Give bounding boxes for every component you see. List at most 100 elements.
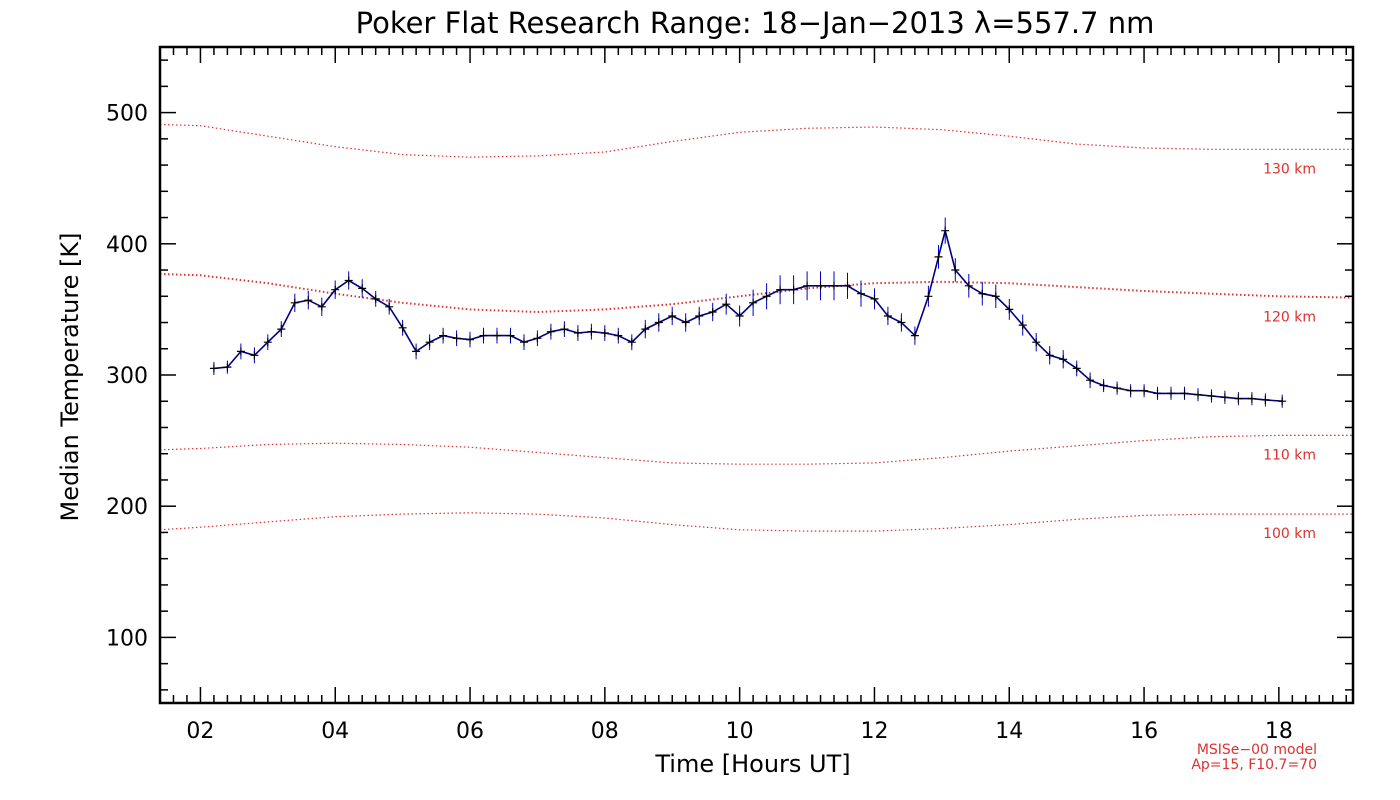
- model-note-line2: Ap=15, F10.7=70: [1191, 757, 1317, 773]
- data-point: [762, 292, 771, 301]
- data-point: [1153, 389, 1162, 398]
- data-point: [964, 281, 973, 290]
- data-point: [1234, 394, 1243, 403]
- data-point: [290, 298, 299, 307]
- x-tick-label: 04: [321, 719, 349, 744]
- data-point: [614, 331, 623, 340]
- model-curve-120-km: [159, 273, 1354, 314]
- data-point: [304, 296, 313, 305]
- model-curves: [159, 123, 1354, 532]
- data-point: [1194, 390, 1202, 399]
- data-point: [934, 252, 943, 261]
- data-point: [695, 312, 704, 320]
- data-point: [533, 334, 542, 343]
- data-point: [735, 312, 744, 320]
- data-point: [385, 302, 394, 311]
- data-point: [1278, 397, 1287, 406]
- data-point: [789, 285, 798, 294]
- y-tick-label: 200: [106, 495, 148, 520]
- altitude-label-130-km: 130 km: [1263, 161, 1316, 177]
- data-point: [1180, 389, 1189, 398]
- altitude-label-110-km: 110 km: [1263, 447, 1316, 463]
- data-point: [209, 364, 218, 373]
- data-point: [277, 325, 286, 334]
- data-point: [223, 363, 232, 372]
- data-point: [883, 312, 892, 320]
- data-point: [708, 308, 717, 316]
- data-point: [668, 312, 677, 320]
- data-point: [941, 226, 950, 235]
- altitude-label-100-km: 100 km: [1263, 526, 1316, 542]
- plot-frame: [158, 45, 1355, 705]
- y-axis-label: Median Temperature [K]: [56, 232, 84, 521]
- data-point: [1261, 395, 1270, 404]
- model-note-line1: MSISe−00 model: [1197, 742, 1317, 758]
- data-point: [1126, 386, 1135, 395]
- x-tick-labels: 02 04 06 08 10 12 14 16 18: [186, 719, 1293, 744]
- axis-ticks: [160, 47, 1353, 703]
- y-tick-label: 100: [106, 626, 148, 651]
- data-point: [1207, 392, 1216, 400]
- data-point: [654, 318, 663, 327]
- x-tick-label: 14: [995, 719, 1023, 744]
- data-point: [830, 281, 838, 290]
- data-point: [1113, 384, 1122, 393]
- x-tick-label: 02: [186, 719, 214, 744]
- data-series: [209, 226, 1287, 406]
- x-tick-label: 06: [456, 719, 484, 744]
- x-tick-label: 18: [1265, 719, 1293, 744]
- data-point: [398, 323, 407, 332]
- data-point: [236, 347, 245, 356]
- model-curve-130-km: [159, 123, 1353, 158]
- data-point: [1018, 321, 1027, 330]
- error-bars: [213, 217, 1283, 408]
- chart-title: Poker Flat Research Range: 18−Jan−2013 λ…: [356, 6, 1155, 40]
- data-point: [870, 294, 879, 303]
- data-point: [331, 285, 340, 294]
- data-point: [910, 331, 919, 340]
- altitude-label-120-km: 120 km: [1263, 310, 1316, 326]
- altitude-labels: 130 km 120 km 110 km 100 km: [1263, 161, 1316, 542]
- data-point: [843, 281, 852, 290]
- data-point: [479, 331, 488, 340]
- x-tick-label: 16: [1130, 719, 1158, 744]
- data-point: [749, 298, 758, 307]
- data-point: [1099, 381, 1108, 390]
- data-point: [897, 318, 906, 327]
- data-point: [439, 331, 448, 340]
- y-tick-label: 500: [106, 102, 148, 127]
- y-tick-label: 400: [106, 233, 148, 258]
- x-axis-label: Time [Hours UT]: [654, 750, 850, 778]
- data-point: [317, 302, 326, 311]
- data-point: [803, 281, 812, 290]
- data-point: [1086, 376, 1095, 385]
- x-tick-label: 10: [726, 719, 754, 744]
- data-point: [978, 289, 987, 298]
- data-point: [1140, 386, 1149, 395]
- data-point: [263, 338, 272, 347]
- data-point: [546, 327, 555, 336]
- data-point: [560, 325, 569, 334]
- model-curve-100-km: [159, 512, 1353, 532]
- data-point: [991, 292, 1000, 301]
- data-point: [951, 266, 960, 274]
- series-line: [213, 230, 1283, 402]
- x-tick-label: 08: [591, 719, 619, 744]
- data-point: [358, 284, 367, 293]
- data-point: [1167, 389, 1175, 398]
- data-point: [1220, 393, 1229, 402]
- data-point: [1247, 394, 1256, 403]
- data-point: [1005, 305, 1014, 314]
- data-point: [371, 294, 380, 303]
- data-point: [412, 347, 421, 356]
- x-tick-label: 12: [861, 719, 889, 744]
- data-point: [627, 338, 636, 347]
- data-point: [520, 338, 528, 347]
- data-point: [776, 285, 785, 294]
- data-point: [493, 331, 501, 340]
- data-point: [924, 292, 933, 301]
- data-point: [1072, 364, 1081, 373]
- data-point: [722, 300, 731, 309]
- data-point: [600, 329, 609, 337]
- data-point: [466, 335, 474, 344]
